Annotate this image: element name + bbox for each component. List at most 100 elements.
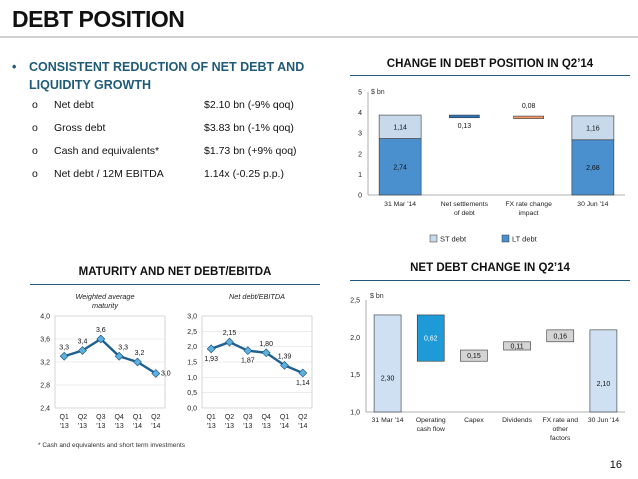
chart-title: Weighted average bbox=[75, 292, 134, 301]
x-tick-label: Q1 bbox=[133, 414, 142, 421]
summary-item-value: $2.10 bn (-9% qoq) bbox=[204, 99, 294, 111]
legend-swatch bbox=[501, 234, 510, 243]
data-label: 3,0 bbox=[161, 371, 171, 378]
data-label: 2,15 bbox=[223, 330, 237, 337]
data-label: 3,3 bbox=[118, 344, 128, 351]
item-marker: o bbox=[32, 168, 38, 180]
y-tick-label: 2,5 bbox=[350, 298, 360, 305]
x-tick-label: '14 bbox=[133, 423, 142, 430]
x-tick-label: Dividends bbox=[502, 417, 532, 424]
y-tick-label: 1,0 bbox=[187, 375, 197, 382]
data-point bbox=[114, 351, 124, 361]
x-tick-label: Q1 bbox=[206, 414, 215, 421]
data-label: 1,87 bbox=[241, 358, 255, 365]
debt-position-section-title: CHANGE IN DEBT POSITION IN Q2’14 bbox=[386, 58, 594, 70]
x-tick-label: other bbox=[553, 426, 569, 433]
x-tick-label: 30 Jun '14 bbox=[577, 201, 608, 208]
x-tick-label: '13 bbox=[78, 423, 87, 430]
legend-swatch bbox=[429, 234, 438, 243]
waterfall-bar bbox=[589, 329, 618, 413]
page-number: 16 bbox=[609, 459, 622, 471]
page-title: DEBT POSITION bbox=[12, 6, 185, 32]
data-point bbox=[261, 348, 271, 358]
x-tick-label: 31 Mar '14 bbox=[384, 201, 416, 208]
x-tick-label: '14 bbox=[298, 423, 307, 430]
st-debt-bar bbox=[378, 114, 422, 139]
y-tick-label: 2,0 bbox=[350, 335, 360, 342]
waterfall-bar bbox=[503, 341, 531, 351]
data-point bbox=[133, 357, 142, 367]
lt-debt-bar bbox=[378, 138, 422, 196]
y-tick-label: 5 bbox=[358, 90, 362, 97]
waterfall-data-label: 0,11 bbox=[511, 343, 524, 350]
data-point bbox=[225, 337, 234, 347]
waterfall-data-label: 0,16 bbox=[553, 333, 567, 340]
footnote: * Cash and equivalents and short term in… bbox=[38, 442, 186, 449]
waterfall-bar bbox=[416, 314, 445, 362]
x-tick-label: factors bbox=[550, 435, 571, 442]
data-label: 1,93 bbox=[204, 356, 218, 363]
legend-label: LT debt bbox=[512, 235, 538, 244]
y-tick-label: 0 bbox=[358, 193, 362, 200]
summary-item-label: Gross debt bbox=[54, 122, 106, 134]
x-tick-label: Q3 bbox=[96, 414, 105, 421]
summary-item-value: 1.14x (-0.25 p.p.) bbox=[204, 168, 284, 180]
data-point bbox=[298, 368, 308, 378]
y-tick-label: 4 bbox=[358, 110, 362, 117]
x-tick-label: Q4 bbox=[114, 414, 123, 421]
y-tick-label: 0,5 bbox=[187, 390, 197, 397]
x-tick-label: Capex bbox=[464, 417, 484, 424]
y-tick-label: 2,8 bbox=[40, 383, 50, 390]
y-tick-label: 3,2 bbox=[40, 360, 50, 367]
x-tick-label: Q2 bbox=[225, 414, 234, 421]
waterfall-bar bbox=[373, 314, 402, 413]
summary-item-label: Net debt / 12M EBITDA bbox=[54, 168, 164, 180]
x-tick-label: Operating bbox=[416, 417, 446, 424]
x-tick-label: Net settlements bbox=[441, 201, 489, 208]
y-tick-label: 2 bbox=[358, 151, 362, 158]
y-tick-label: 1,0 bbox=[350, 410, 360, 417]
data-label: 1,80 bbox=[259, 341, 273, 348]
data-point bbox=[151, 369, 161, 378]
summary-heading: • CONSISTENT REDUCTION OF NET DEBT AND L… bbox=[12, 58, 312, 94]
y-tick-label: 0,0 bbox=[187, 406, 197, 413]
unit-label: $ bn bbox=[370, 293, 384, 300]
st-data-label: 1,16 bbox=[586, 125, 600, 132]
y-tick-label: 2,4 bbox=[40, 406, 50, 413]
waterfall-data-label: 2,10 bbox=[597, 381, 611, 388]
waterfall-data-label: 0,15 bbox=[467, 353, 481, 360]
change-bar bbox=[449, 114, 480, 119]
lt-data-label: 2,74 bbox=[393, 164, 407, 171]
maturity-section-title: MATURITY AND NET DEBT/EBITDA bbox=[78, 266, 272, 278]
y-tick-label: 1 bbox=[358, 172, 362, 179]
data-point bbox=[280, 360, 289, 370]
x-tick-label: cash flow bbox=[417, 426, 445, 433]
y-tick-label: 4,0 bbox=[40, 314, 50, 321]
summary-item-label: Cash and equivalents* bbox=[54, 145, 160, 157]
x-tick-label: impact bbox=[519, 210, 539, 217]
data-label: 3,2 bbox=[135, 350, 145, 357]
y-tick-label: 3,0 bbox=[187, 314, 197, 321]
lt-data-label: 2,68 bbox=[586, 165, 600, 172]
data-point bbox=[96, 334, 106, 344]
x-tick-label: Q1 bbox=[280, 414, 289, 421]
chart-title: Net debt/EBITDA bbox=[229, 292, 285, 301]
change-data-label: 0,08 bbox=[522, 103, 536, 110]
data-label: 3,4 bbox=[78, 339, 88, 346]
x-tick-label: FX rate and bbox=[542, 417, 578, 424]
item-marker: o bbox=[32, 99, 38, 111]
data-point bbox=[243, 346, 253, 356]
unit-label: $ bn bbox=[371, 89, 385, 96]
y-tick-label: 3,6 bbox=[40, 337, 50, 344]
item-marker: o bbox=[32, 122, 38, 134]
section-rule bbox=[350, 75, 630, 76]
waterfall-bar bbox=[460, 349, 488, 362]
bullet-marker: • bbox=[12, 60, 17, 74]
waterfall-data-label: 2,30 bbox=[381, 376, 395, 383]
net-debt-change-chart: $ bn 1,0 1,5 2,0 2,5 2,30 31 Mar '14 0,62 Operat… bbox=[350, 293, 625, 442]
st-debt-bar bbox=[571, 115, 615, 141]
x-tick-label: Q2 bbox=[78, 414, 87, 421]
y-tick-label: 3 bbox=[358, 131, 362, 138]
x-tick-label: Q1 bbox=[59, 414, 68, 421]
